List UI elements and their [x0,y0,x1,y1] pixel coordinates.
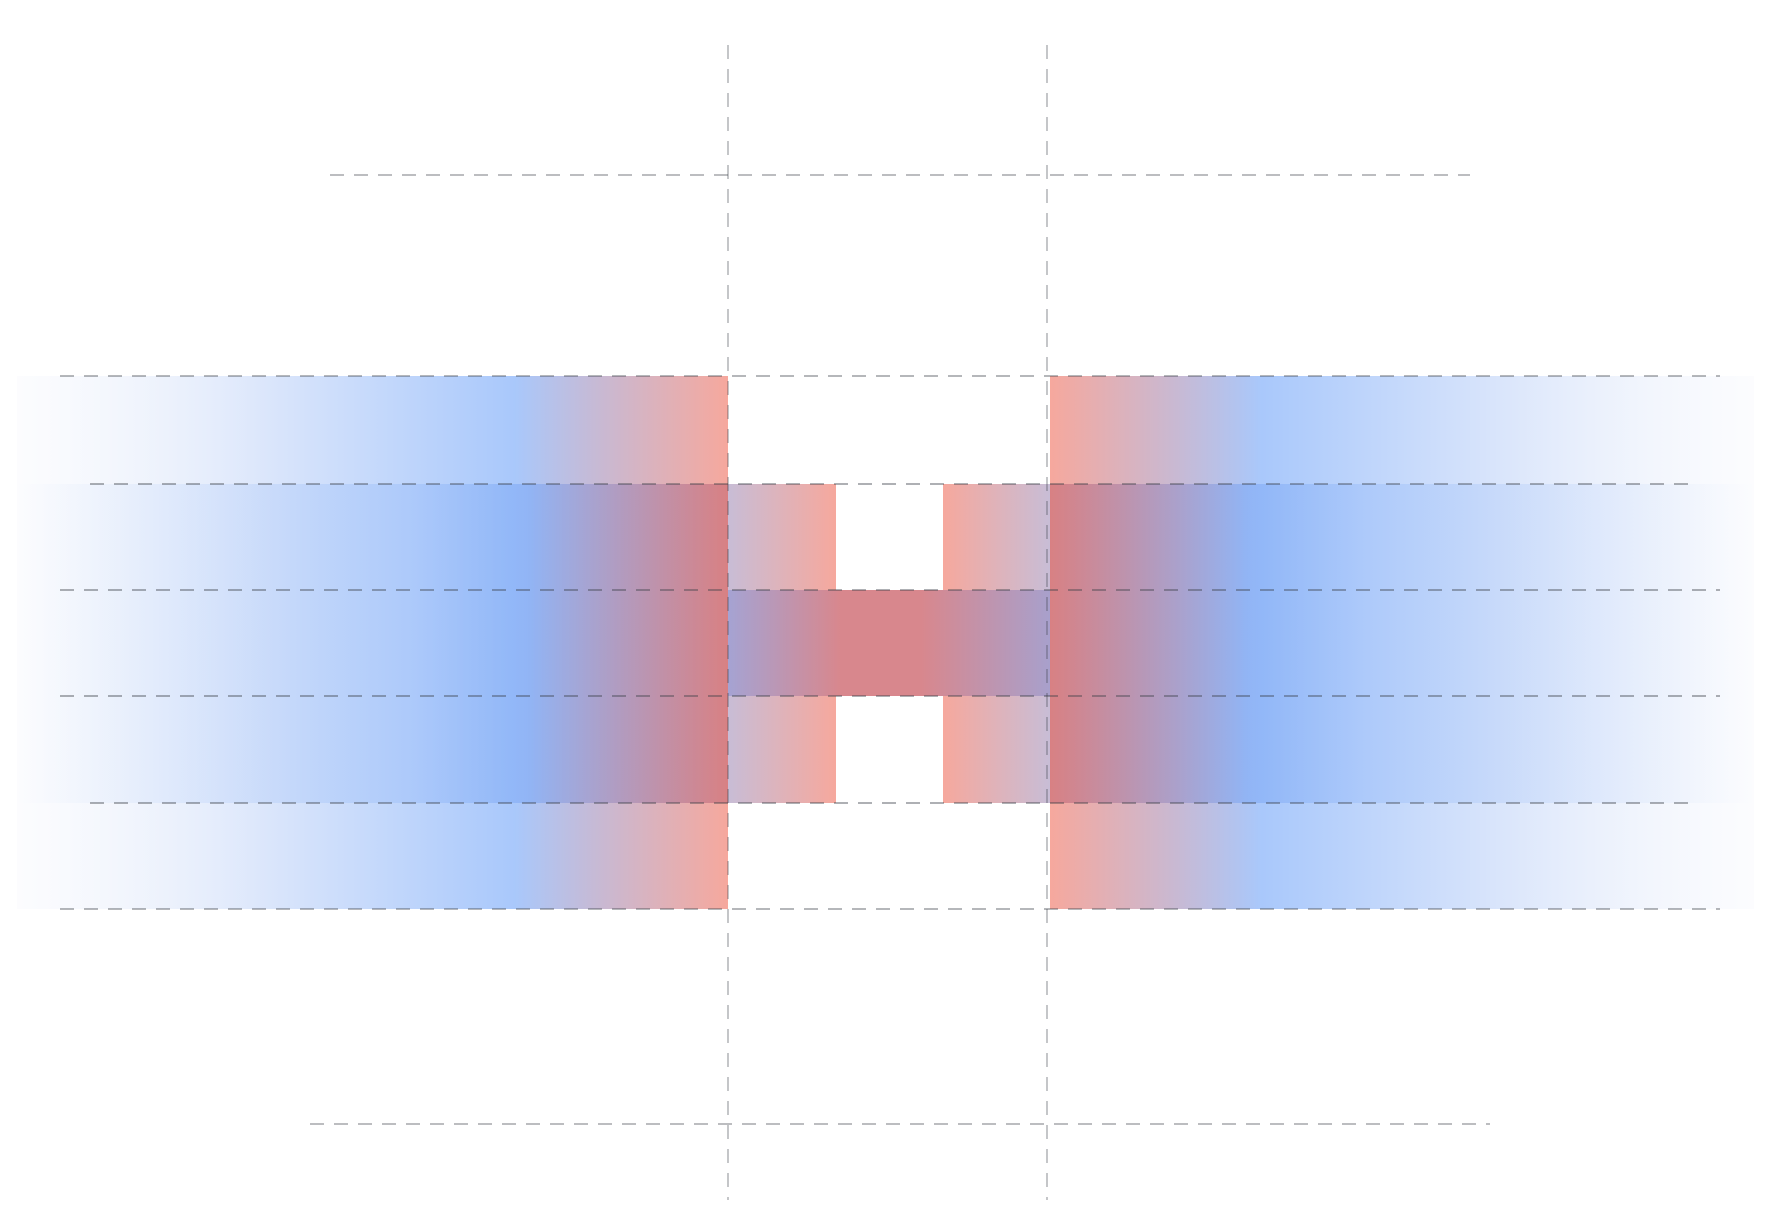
right-inner-band [1050,484,1754,803]
middle-bar [728,590,1050,696]
guide-lines [60,45,1720,1200]
left-inner-band [17,484,728,803]
